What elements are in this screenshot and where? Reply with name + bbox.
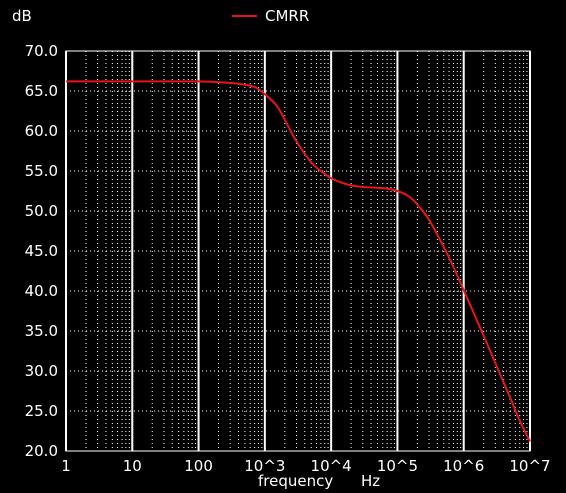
- y-tick-label: 20.0: [25, 442, 58, 460]
- y-tick-label: 45.0: [25, 242, 58, 260]
- y-tick-label: 60.0: [25, 122, 58, 140]
- x-tick-label: 100: [184, 457, 213, 475]
- grid: [65, 50, 531, 452]
- y-tick-label: 30.0: [25, 362, 58, 380]
- x-tick-label: 10^7: [509, 457, 550, 475]
- plot-frame: [65, 50, 531, 452]
- y-ticks: 70.0 65.0 60.0 55.0 50.0 45.0 40.0 35.0 30.0 25.0…: [25, 42, 58, 460]
- x-tick-label: 1: [61, 457, 71, 475]
- y-tick-label: 65.0: [25, 82, 58, 100]
- y-tick-label: 50.0: [25, 202, 58, 220]
- y-tick-label: 25.0: [25, 402, 58, 420]
- x-axis-label: frequency: [258, 472, 333, 490]
- x-axis-unit: Hz: [361, 472, 380, 490]
- y-tick-label: 40.0: [25, 282, 58, 300]
- y-tick-label: 55.0: [25, 162, 58, 180]
- y-tick-label: 35.0: [25, 322, 58, 340]
- x-tick-label: 10^6: [443, 457, 484, 475]
- x-tick-label: 10: [123, 457, 142, 475]
- series-line-cmrr: [65, 80, 531, 442]
- legend-label: CMRR: [265, 7, 309, 25]
- x-tick-label: 10^5: [377, 457, 418, 475]
- x-tick-label: 10^4: [311, 457, 352, 475]
- x-tick-label: 10^3: [244, 457, 285, 475]
- y-axis-label: dB: [12, 7, 32, 25]
- x-ticks: 1 10 100 10^3 10^4 10^5 10^6 10^7: [61, 457, 550, 475]
- y-tick-label: 70.0: [25, 42, 58, 60]
